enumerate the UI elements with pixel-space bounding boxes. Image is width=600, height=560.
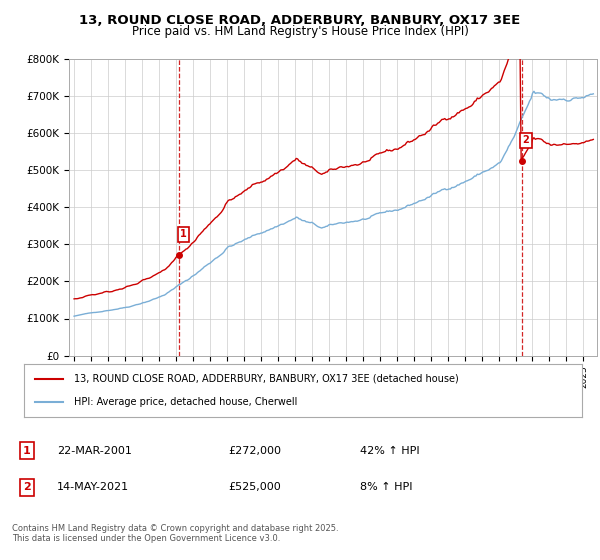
Text: 2: 2	[523, 136, 529, 146]
Text: 42% ↑ HPI: 42% ↑ HPI	[360, 446, 419, 456]
Text: Contains HM Land Registry data © Crown copyright and database right 2025.
This d: Contains HM Land Registry data © Crown c…	[12, 524, 338, 543]
Text: 1: 1	[23, 446, 31, 456]
Text: 14-MAY-2021: 14-MAY-2021	[57, 482, 129, 492]
Text: £272,000: £272,000	[228, 446, 281, 456]
Text: 1: 1	[180, 229, 187, 239]
Text: 8% ↑ HPI: 8% ↑ HPI	[360, 482, 413, 492]
Text: 13, ROUND CLOSE ROAD, ADDERBURY, BANBURY, OX17 3EE (detached house): 13, ROUND CLOSE ROAD, ADDERBURY, BANBURY…	[74, 374, 459, 384]
Text: 13, ROUND CLOSE ROAD, ADDERBURY, BANBURY, OX17 3EE: 13, ROUND CLOSE ROAD, ADDERBURY, BANBURY…	[79, 14, 521, 27]
Text: £525,000: £525,000	[228, 482, 281, 492]
Text: 22-MAR-2001: 22-MAR-2001	[57, 446, 132, 456]
Text: Price paid vs. HM Land Registry's House Price Index (HPI): Price paid vs. HM Land Registry's House …	[131, 25, 469, 38]
Text: HPI: Average price, detached house, Cherwell: HPI: Average price, detached house, Cher…	[74, 397, 298, 407]
Text: 2: 2	[23, 482, 31, 492]
